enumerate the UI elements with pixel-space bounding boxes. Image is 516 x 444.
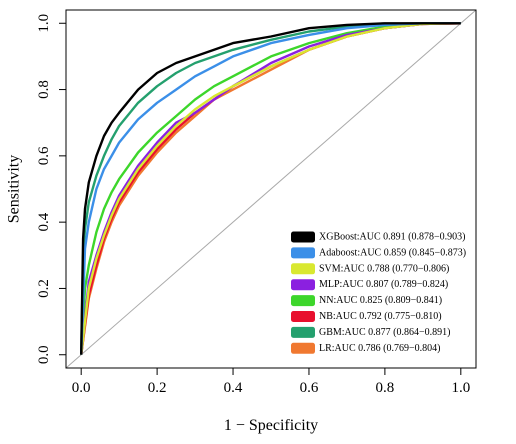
legend-swatch	[291, 263, 315, 275]
reference-diagonal-layer	[65, 9, 477, 369]
roc-curve-line	[80, 22, 461, 355]
y-tick-label: 0.2	[36, 279, 52, 298]
y-tick-label: 0.0	[36, 345, 52, 364]
y-axis-title: Sensitivity	[6, 155, 23, 223]
x-tick-label: 0.8	[376, 380, 395, 396]
legend-entry-label: LR:AUC 0.786 (0.769−0.804)	[319, 343, 440, 354]
legend-swatch	[291, 295, 315, 307]
roc-curve-line	[80, 22, 461, 355]
y-tick-label: 0.4	[36, 212, 52, 231]
x-tick-label: 0.2	[148, 380, 167, 396]
y-tick-label: 0.6	[36, 146, 52, 165]
legend-entry-label: XGBoost:AUC 0.891 (0.878−0.903)	[319, 232, 465, 243]
legend-swatch	[291, 279, 315, 291]
x-axis-title: 1 − Specificity	[224, 417, 318, 434]
reference-diagonal-line	[65, 9, 477, 369]
legend-swatch	[291, 311, 315, 322]
axes-layer: 0.0 0.2 0.4 0.6 0.8 1.0 0.0 0.2 0.4 0.6 0.8 1.0	[36, 14, 470, 396]
legend-entry-label: MLP:AUC 0.807 (0.789−0.824)	[319, 279, 448, 290]
x-tick-label: 0.0	[72, 380, 91, 396]
legend: XGBoost:AUC 0.891 (0.878−0.903) Adaboost:…	[291, 231, 466, 354]
legend-entry-label: NB:AUC 0.792 (0.775−0.810)	[319, 311, 442, 322]
roc-curve-line	[80, 22, 461, 355]
legend-entry-label: GBM:AUC 0.877 (0.864−0.891)	[319, 327, 450, 338]
y-tick-label: 1.0	[36, 14, 52, 33]
legend-entry-label: Adaboost:AUC 0.859 (0.845−0.873)	[319, 247, 466, 258]
roc-curve-line	[80, 22, 461, 355]
legend-swatch	[291, 326, 315, 338]
roc-curve-line	[80, 22, 461, 355]
legend-swatch	[291, 247, 315, 259]
legend-swatch	[291, 231, 315, 243]
x-tick-label: 1.0	[451, 380, 470, 396]
legend-entry-label: SVM:AUC 0.788 (0.770−0.806)	[319, 263, 449, 274]
roc-curves-layer	[80, 22, 461, 355]
legend-entry-label: NN:AUC 0.825 (0.809−0.841)	[319, 295, 442, 306]
x-tick-label: 0.6	[300, 380, 319, 396]
plot-frame	[65, 9, 477, 369]
x-tick-label: 0.4	[224, 380, 243, 396]
y-tick-label: 0.8	[36, 80, 52, 99]
legend-swatch	[291, 342, 315, 354]
